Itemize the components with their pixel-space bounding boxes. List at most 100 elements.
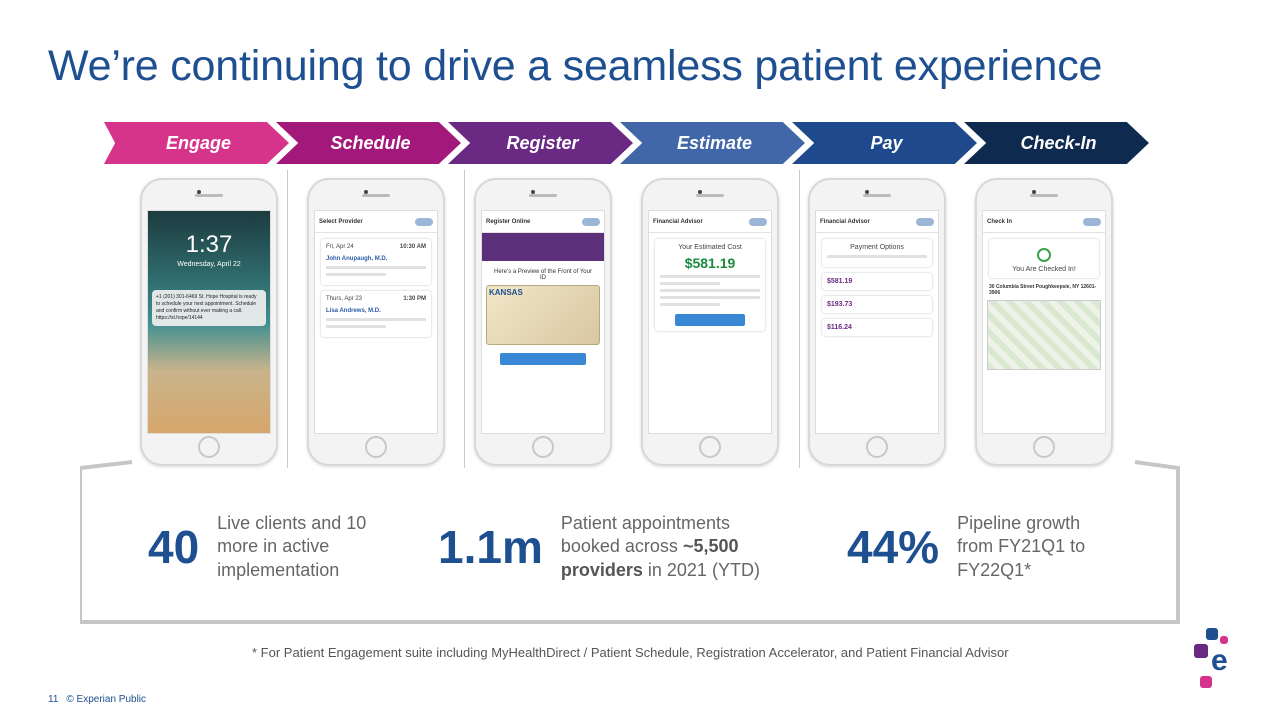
- step-estimate: Estimate: [620, 122, 805, 164]
- phone-estimate: Financial Advisor Your Estimated Cost $5…: [641, 178, 779, 466]
- speaker-icon: [863, 194, 891, 197]
- step-schedule: Schedule: [276, 122, 461, 164]
- id-state: KANSAS: [489, 288, 523, 297]
- experian-logo-icon: e: [1192, 626, 1242, 692]
- stat-clients: 40 Live clients and 10 more in active im…: [148, 512, 392, 582]
- logo-square: [1206, 628, 1218, 640]
- payment-options-card: Payment Options: [822, 239, 932, 267]
- appt-row: Fri, Apr 24 10:30 AM: [326, 244, 426, 250]
- use-photo-button[interactable]: [500, 353, 586, 365]
- detail-line: [660, 282, 720, 285]
- sms-notification: +1 (201) 301-6469 St. Hope Hospital is r…: [152, 290, 266, 326]
- lock-date: Wednesday, April 22: [177, 261, 241, 268]
- stat-number: 40: [148, 521, 200, 574]
- logo-square: [1194, 644, 1208, 658]
- payment-amount: $193.73: [827, 301, 853, 308]
- view-payment-options-button[interactable]: [675, 314, 745, 326]
- detail-line: [326, 266, 426, 269]
- screen-title: Select Provider: [319, 218, 363, 225]
- stat-number: 44%: [847, 521, 940, 574]
- detail-line: [326, 273, 386, 276]
- check-circle-icon: [1037, 248, 1051, 262]
- hospital-logo-icon: [916, 217, 934, 226]
- camera-icon: [197, 190, 201, 194]
- camera-icon: [364, 190, 368, 194]
- doctor-name: John Anupaugh, M.D.: [326, 256, 388, 262]
- detail-line: [660, 303, 720, 306]
- hospital-logo-icon: [582, 217, 600, 226]
- checked-in-card: You Are Checked In!: [989, 239, 1099, 278]
- step-engage: Engage: [104, 122, 289, 164]
- speaker-icon: [1030, 194, 1058, 197]
- detail-line: [326, 318, 426, 321]
- stats-panel: 40 Live clients and 10 more in active im…: [80, 460, 1180, 624]
- payment-amount: $116.24: [827, 324, 852, 331]
- address: 30 Columbia Street Poughkeepsie, NY 1260…: [989, 284, 1097, 296]
- appt-date: Fri, Apr 24: [326, 244, 354, 250]
- estimate-screen: Financial Advisor Your Estimated Cost $5…: [648, 210, 772, 434]
- stats-bracket: [80, 460, 1180, 624]
- step-label: Pay: [870, 132, 903, 153]
- stat-number: 1.1m: [438, 521, 543, 574]
- stat-text-part: Patient appointments booked across: [560, 513, 730, 557]
- phone-check-in: Check In You Are Checked In! 30 Columbia…: [975, 178, 1113, 466]
- home-button-icon: [699, 436, 721, 458]
- screen-title: Register Online: [486, 218, 531, 225]
- speaker-icon: [529, 194, 557, 197]
- step-register: Register: [448, 122, 633, 164]
- stat-pipeline: 44% Pipeline growth from FY21Q1 to FY22Q…: [847, 512, 1107, 582]
- stat-text-bold: ~5,500 providers: [560, 536, 739, 580]
- step-pay: Pay: [792, 122, 977, 164]
- preview-text: Here’s a Preview of the Front of Your ID: [494, 269, 592, 281]
- page-footer: 11 © Experian Public: [48, 694, 154, 705]
- screen-header: Select Provider: [315, 211, 437, 233]
- screen-header: Register Online: [482, 211, 604, 233]
- process-chevron-bar: Engage Schedule Register Estimate Pay Ch…: [104, 122, 1164, 164]
- screen-title: Financial Advisor: [653, 218, 703, 225]
- speaker-icon: [696, 194, 724, 197]
- screen-header: Check In: [983, 211, 1105, 233]
- step-check-in: Check-In: [964, 122, 1149, 164]
- camera-icon: [865, 190, 869, 194]
- step-tabs: [482, 233, 604, 261]
- check-in-screen: Check In You Are Checked In! 30 Columbia…: [982, 210, 1106, 434]
- stat-appointments: 1.1m Patient appointments booked across …: [438, 512, 791, 582]
- register-screen: Register Online Here’s a Preview of the …: [481, 210, 605, 434]
- appointment-card: Fri, Apr 24 10:30 AM John Anupaugh, M.D.: [321, 239, 431, 285]
- camera-icon: [698, 190, 702, 194]
- stat-text: Live clients and 10 more in active imple…: [217, 513, 367, 580]
- stat-text: Pipeline growth from FY21Q1 to FY22Q1*: [957, 513, 1086, 580]
- phone-register: Register Online Here’s a Preview of the …: [474, 178, 612, 466]
- payment-option[interactable]: $193.73: [822, 296, 932, 313]
- payment-option[interactable]: $116.24: [822, 319, 932, 336]
- appt-time: 10:30 AM: [399, 244, 426, 250]
- map-image[interactable]: [987, 300, 1101, 370]
- stat-text-part: in 2021 (YTD): [642, 559, 760, 580]
- step-label: Register: [506, 132, 579, 153]
- id-card-image: KANSAS: [486, 285, 600, 345]
- classification-label: © Experian Public: [66, 694, 147, 705]
- camera-icon: [531, 190, 535, 194]
- payment-option[interactable]: $581.19: [822, 273, 932, 290]
- home-button-icon: [1033, 436, 1055, 458]
- logo-square: [1220, 636, 1228, 644]
- screen-header: Financial Advisor: [649, 211, 771, 233]
- estimate-amount: $581.19: [684, 255, 736, 271]
- pay-screen: Financial Advisor Payment Options $581.1…: [815, 210, 939, 434]
- phone-screenshots: 1:37 Wednesday, April 22 +1 (201) 301-64…: [130, 170, 1130, 470]
- hospital-logo-icon: [749, 217, 767, 226]
- hospital-logo-icon: [1083, 217, 1101, 226]
- home-button-icon: [866, 436, 888, 458]
- appt-date: Thurs, Apr 23: [326, 296, 363, 302]
- payment-amount: $581.19: [827, 278, 853, 285]
- step-label: Check-In: [1020, 132, 1097, 153]
- screen-title: Check In: [987, 218, 1013, 225]
- phone-schedule: Select Provider Fri, Apr 24 10:30 AM John…: [307, 178, 445, 466]
- screen-title: Financial Advisor: [820, 218, 870, 225]
- payment-options-label: Payment Options: [850, 244, 904, 251]
- camera-icon: [1032, 190, 1036, 194]
- step-label: Schedule: [330, 132, 411, 153]
- divider: [287, 170, 288, 468]
- lock-time: 1:37: [185, 231, 233, 258]
- home-button-icon: [365, 436, 387, 458]
